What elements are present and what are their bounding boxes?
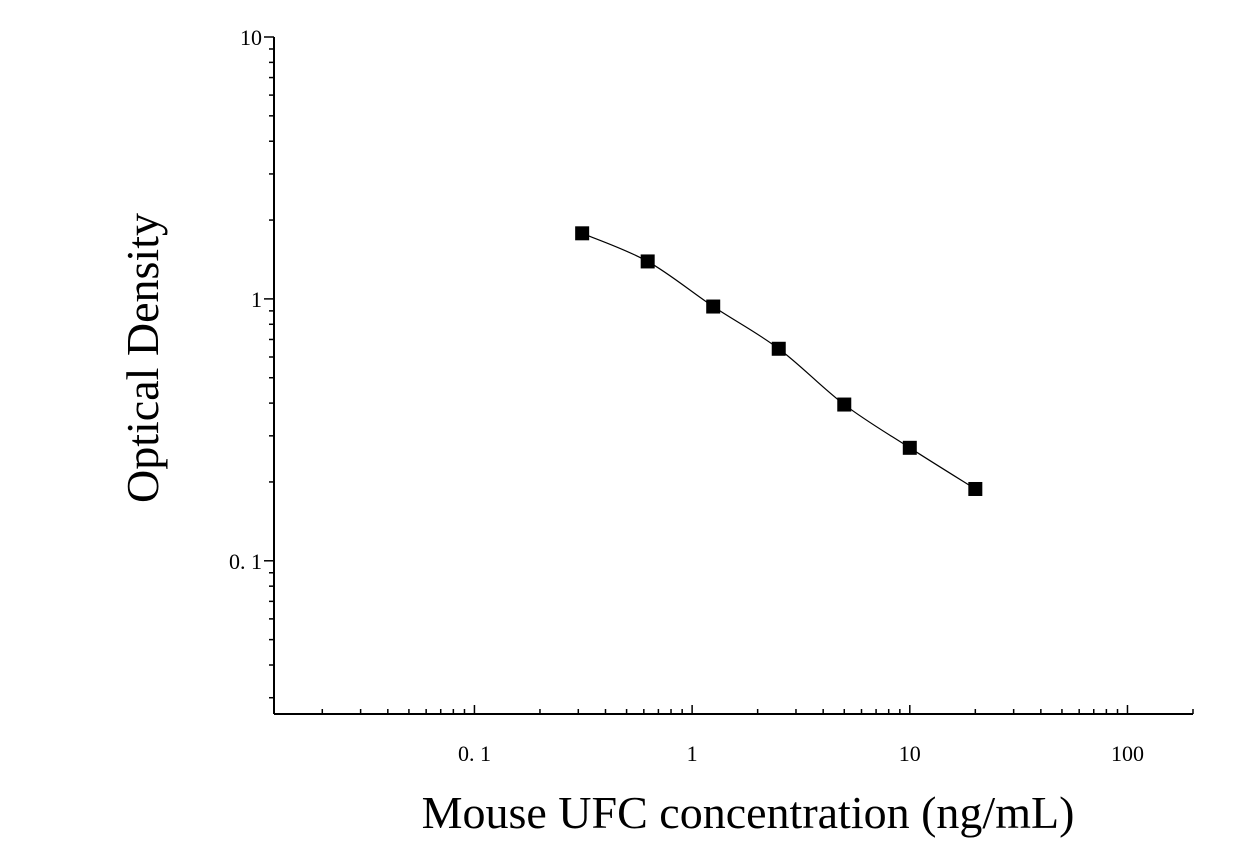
data-point bbox=[968, 481, 983, 496]
y-tick-label: 10 bbox=[240, 25, 262, 50]
y-axis-title: Optical Density bbox=[117, 213, 168, 503]
x-tick-label: 10 bbox=[899, 741, 921, 766]
data-point bbox=[837, 397, 852, 412]
x-axis-ticks: 0. 1 1 10 100 bbox=[321, 705, 1194, 766]
y-axis-ticks: 0. 1 1 10 bbox=[229, 25, 274, 699]
y-tick-label: 1 bbox=[251, 287, 262, 312]
axes: 0. 1 1 10 100 0. 1 1 10 bbox=[229, 25, 1194, 766]
x-tick-label: 100 bbox=[1111, 741, 1144, 766]
x-tick-label: 1 bbox=[687, 741, 698, 766]
x-axis-title: Mouse UFC concentration (ng/mL) bbox=[422, 787, 1075, 838]
data-point bbox=[771, 341, 786, 356]
data-point bbox=[706, 299, 721, 314]
data-point bbox=[575, 226, 590, 241]
data-point bbox=[640, 254, 655, 269]
data-point bbox=[902, 440, 917, 455]
data-points bbox=[575, 226, 983, 496]
x-tick-label: 0. 1 bbox=[458, 741, 491, 766]
y-tick-label: 0. 1 bbox=[229, 549, 262, 574]
